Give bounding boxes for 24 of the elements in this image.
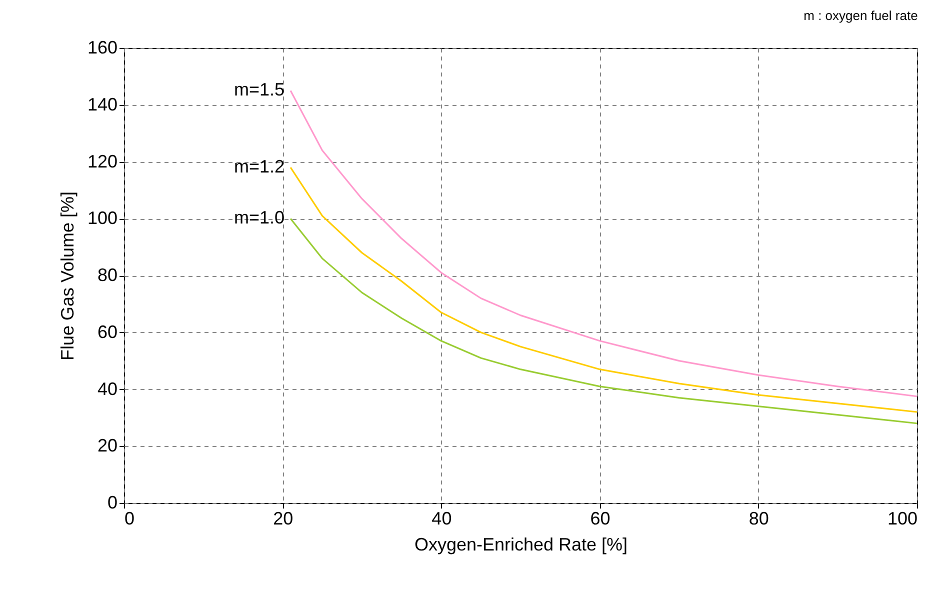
series-label: m=1.5 bbox=[234, 80, 285, 100]
y-tick-label: 60 bbox=[97, 322, 118, 342]
x-tick-label: 100 bbox=[887, 508, 918, 528]
x-tick-label: 60 bbox=[590, 508, 610, 528]
y-axis-title: Flue Gas Volume [%] bbox=[57, 191, 78, 361]
series-label: m=1.2 bbox=[234, 156, 285, 176]
y-tick-label: 20 bbox=[97, 436, 118, 456]
x-tick-label: 80 bbox=[748, 508, 769, 528]
x-tick-label: 40 bbox=[432, 508, 452, 528]
x-tick-label: 0 bbox=[124, 508, 135, 528]
x-axis-title: Oxygen-Enriched Rate [%] bbox=[414, 534, 628, 554]
y-tick-label: 40 bbox=[97, 378, 118, 399]
line-series bbox=[290, 90, 918, 398]
line-series bbox=[290, 166, 918, 413]
y-tick-label: 0 bbox=[107, 492, 118, 512]
x-tick-label: 20 bbox=[273, 508, 294, 528]
y-tick-label: 80 bbox=[97, 265, 118, 285]
text: m : oxygen fuel rate bbox=[804, 8, 918, 23]
y-tick-label: 100 bbox=[87, 208, 118, 228]
y-tick-label: 140 bbox=[87, 94, 118, 114]
series-label: m=1.0 bbox=[234, 208, 285, 228]
y-tick-label: 160 bbox=[87, 38, 118, 58]
y-tick-label: 120 bbox=[87, 151, 118, 172]
line-series bbox=[290, 218, 918, 424]
